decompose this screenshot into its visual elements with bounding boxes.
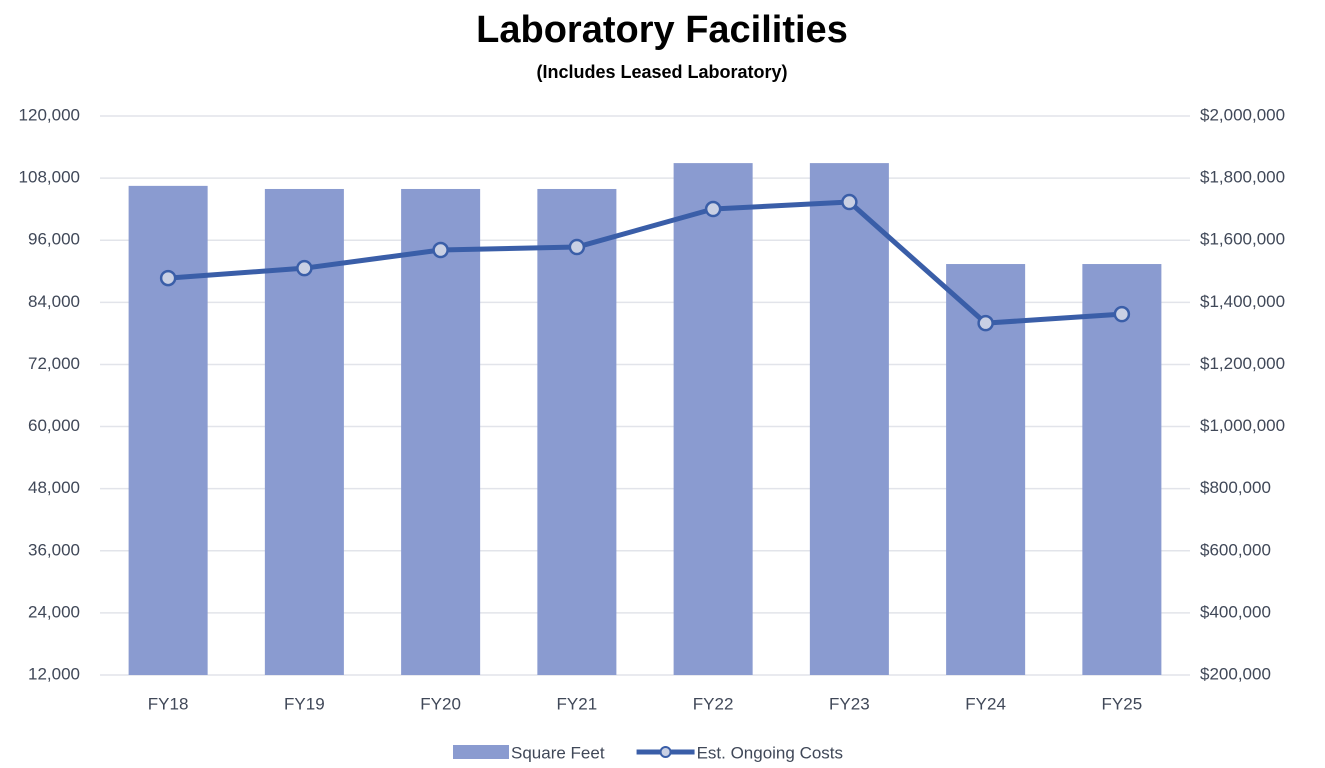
y-tick-label: 120,000	[19, 105, 80, 124]
bar	[537, 188, 617, 675]
y2-tick-label: $200,000	[1200, 664, 1271, 683]
line-marker	[432, 241, 449, 259]
line-marker	[159, 269, 177, 287]
y2-tick-label: $1,800,000	[1200, 168, 1285, 187]
chart-subtitle: (Includes Leased Laboratory)	[536, 62, 787, 82]
bar	[809, 163, 889, 675]
line-marker	[841, 193, 858, 211]
y-tick-label: 108,000	[19, 168, 80, 187]
y2-tick-label: $2,000,000	[1200, 105, 1285, 124]
x-tick-label: FY24	[965, 694, 1006, 713]
y2-tick-label: $1,600,000	[1200, 230, 1285, 249]
y-tick-label: 60,000	[28, 416, 80, 435]
chart-title: Laboratory Facilities	[476, 9, 848, 51]
line-marker	[704, 200, 722, 218]
line-marker	[296, 259, 313, 277]
x-tick-label: FY19	[284, 694, 325, 713]
bar	[401, 188, 481, 675]
x-tick-label: FY25	[1102, 694, 1143, 713]
legend-swatch	[453, 745, 509, 759]
bar	[673, 163, 753, 675]
bar	[1082, 264, 1162, 675]
bar	[946, 264, 1026, 675]
x-tick-label: FY21	[557, 694, 598, 713]
y-tick-label: 84,000	[28, 292, 80, 311]
y2-tick-label: $1,400,000	[1200, 292, 1285, 311]
y-tick-label: 36,000	[28, 540, 80, 559]
bar	[128, 185, 208, 675]
y2-tick-label: $1,200,000	[1200, 354, 1285, 373]
y2-tick-label: $1,000,000	[1200, 416, 1285, 435]
y-tick-label: 72,000	[28, 354, 80, 373]
x-tick-label: FY22	[693, 694, 734, 713]
x-tick-label: FY18	[148, 694, 189, 713]
y-tick-label: 12,000	[28, 664, 80, 683]
legend-label: Square Feet	[511, 743, 605, 762]
y-tick-label: 96,000	[28, 230, 80, 249]
line	[167, 199, 1123, 326]
line-marker	[1113, 305, 1131, 323]
y2-tick-label: $800,000	[1200, 478, 1271, 497]
x-tick-label: FY20	[420, 694, 461, 713]
legend-label: Est. Ongoing Costs	[697, 743, 843, 762]
y-tick-label: 48,000	[28, 478, 80, 497]
x-tick-label: FY23	[829, 694, 870, 713]
y-tick-label: 24,000	[28, 602, 80, 621]
line-marker	[977, 314, 994, 332]
line-marker	[568, 238, 586, 256]
legend-swatch	[659, 746, 672, 758]
y2-tick-label: $600,000	[1200, 540, 1271, 559]
y2-tick-label: $400,000	[1200, 602, 1271, 621]
